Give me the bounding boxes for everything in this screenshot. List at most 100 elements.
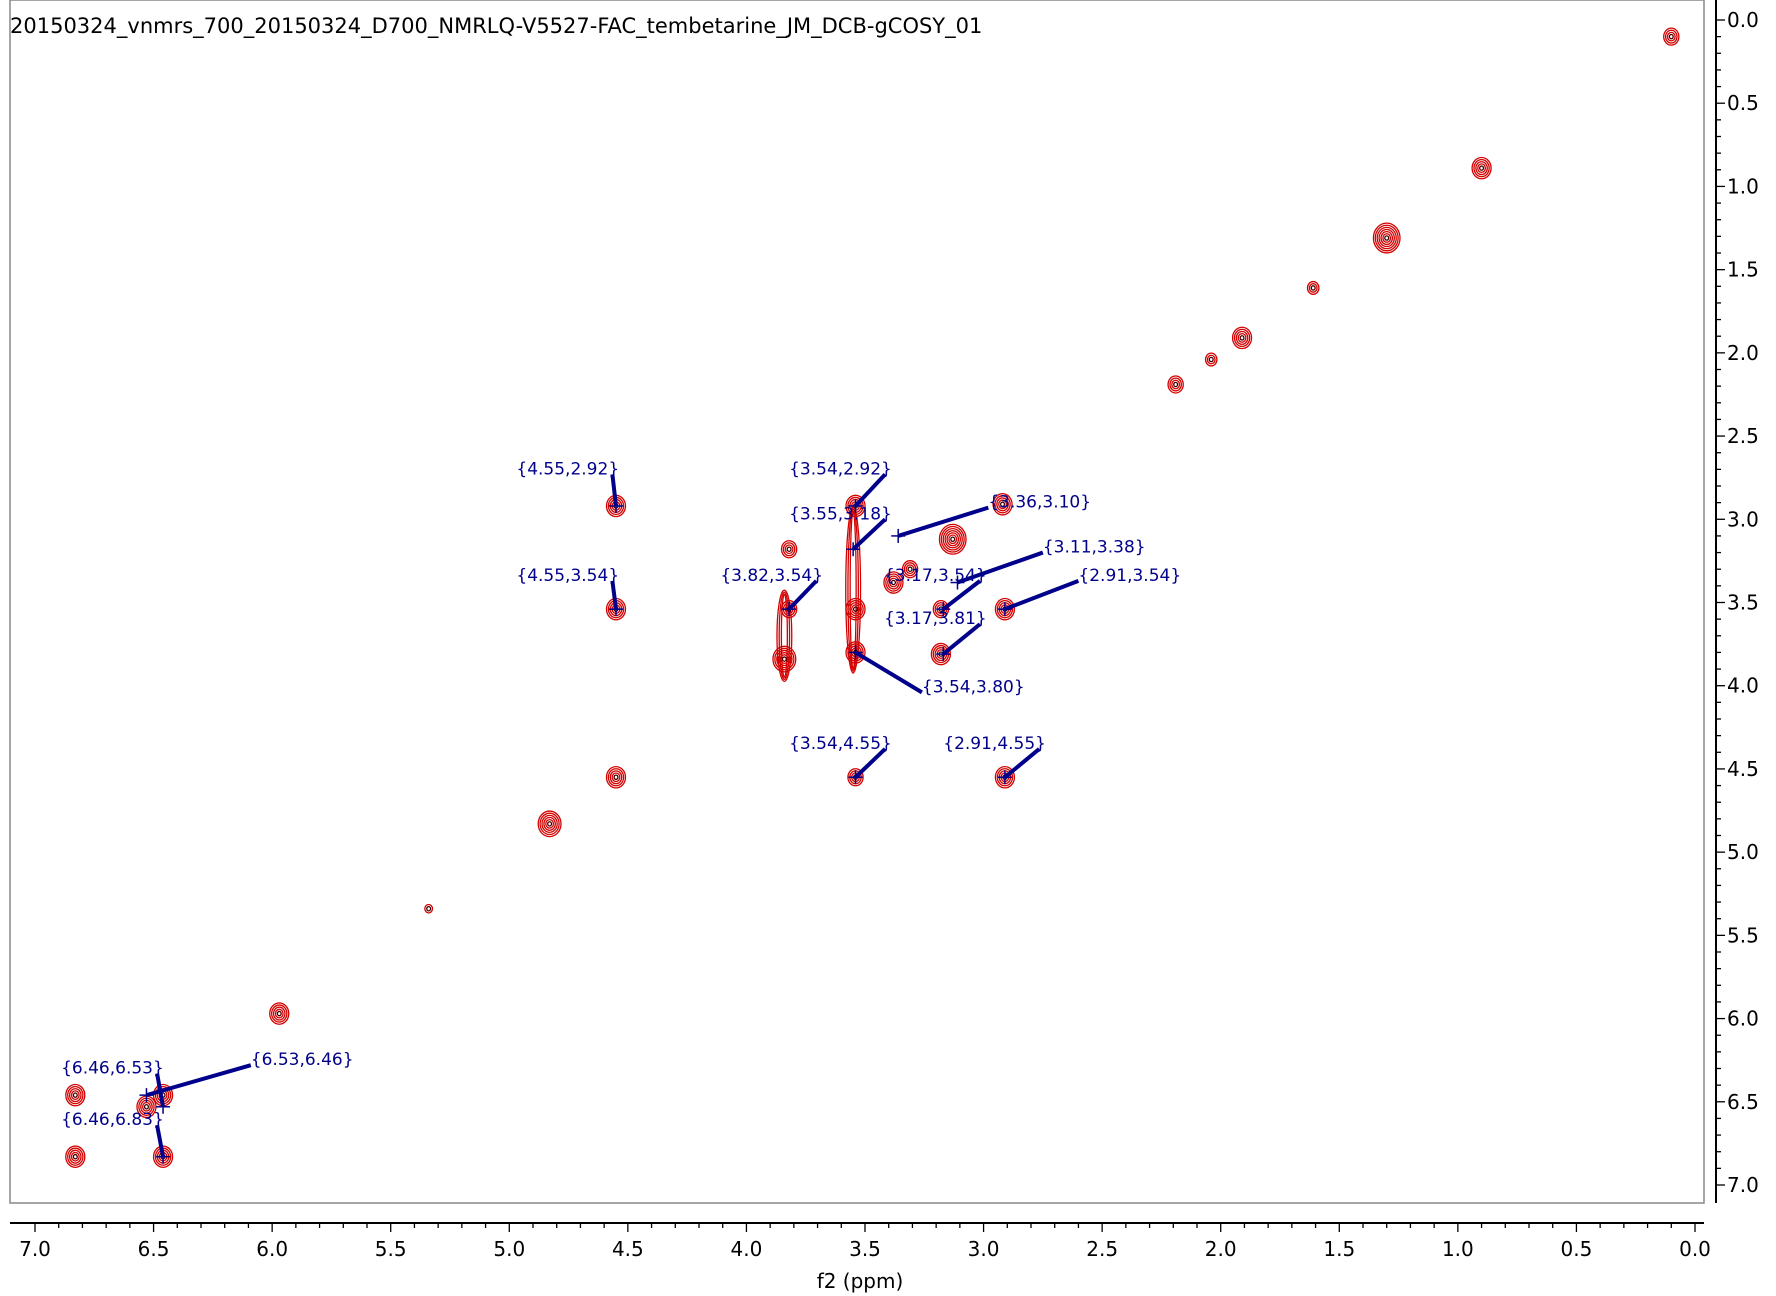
plot-frame xyxy=(9,0,1705,1204)
peak-annotation-11: {3.54,4.55} xyxy=(789,734,892,785)
peak-annotation-label: {6.53,6.46} xyxy=(251,1050,354,1070)
annotation-arrow xyxy=(956,550,1044,585)
y-tick-label: 4.0 xyxy=(1727,674,1759,698)
y-tick-label: 0.0 xyxy=(1727,8,1759,32)
peak-annotation-label: {2.91,4.55} xyxy=(943,734,1046,754)
peak-9 xyxy=(901,560,919,579)
y-tick-label: 4.5 xyxy=(1727,757,1759,781)
peak-2 xyxy=(1372,222,1401,254)
peak-annotation-label: {3.82,3.54} xyxy=(720,566,823,586)
peak-25 xyxy=(537,810,562,838)
peak-3 xyxy=(1306,280,1320,295)
y-tick-label: 6.0 xyxy=(1727,1007,1759,1031)
peak-annotation-label: {4.55,3.54} xyxy=(516,566,619,586)
spectrum-title: 20150324_vnmrs_700_20150324_D700_NMRLQ-V… xyxy=(10,14,982,39)
peak-annotation-14: {6.53,6.46} xyxy=(139,1050,354,1103)
y-tick-label: 7.0 xyxy=(1727,1173,1759,1197)
peak-15 xyxy=(780,540,798,559)
x-tick-label: 4.5 xyxy=(612,1237,644,1261)
peak-6 xyxy=(1167,375,1184,394)
y-tick-label: 3.0 xyxy=(1727,507,1759,531)
y-tick-label: 1.0 xyxy=(1727,174,1759,198)
y-axis: 0.0 0.5 1.0 1.5 2.0 2.5 3.0 3.5 4.0 4.5 5.0 5.5 6.0 6… xyxy=(1715,0,1759,1203)
x-axis: 7.0 6.5 6.0 5.5 5.0 4.5 4.0 3.5 3.0 2.5 2.0 1.5 1.0 0… xyxy=(10,1222,1711,1261)
peak-32 xyxy=(65,1145,86,1168)
x-tick-label: 2.5 xyxy=(1086,1237,1118,1261)
y-tick-label: 6.5 xyxy=(1727,1090,1759,1114)
annotations-layer: {4.55,2.92} {3.54,2.92} {3.36,3.10} {3.55,3… xyxy=(61,459,1181,1164)
peak-annotation-0: {4.55,2.92} xyxy=(516,459,623,513)
annotation-arrow xyxy=(897,505,989,538)
annotation-arrow xyxy=(854,650,923,695)
peak-annotation-9: {3.17,3.81} xyxy=(884,609,987,662)
x-tick-label: 3.0 xyxy=(968,1237,1000,1261)
x-tick-label: 4.0 xyxy=(731,1237,763,1261)
peak-24 xyxy=(605,765,627,789)
annotation-arrow xyxy=(942,579,982,611)
annotation-arrow xyxy=(145,1063,252,1098)
peak-annotation-15: {6.46,6.83} xyxy=(61,1110,171,1164)
peak-annotation-label: {3.11,3.38} xyxy=(1043,538,1146,558)
annotation-arrow xyxy=(851,517,887,551)
y-tick-label: 0.5 xyxy=(1727,91,1759,115)
x-tick-label: 1.5 xyxy=(1323,1237,1355,1261)
annotation-arrow xyxy=(787,579,818,611)
peak-12 xyxy=(845,597,866,621)
peak-annotation-2: {3.36,3.10} xyxy=(891,493,1091,543)
x-tick-label: 0.0 xyxy=(1679,1237,1711,1261)
y-tick-label: 5.0 xyxy=(1727,840,1759,864)
x-axis-label: f2 (ppm) xyxy=(817,1269,904,1293)
peak-8 xyxy=(938,523,967,555)
peak-5 xyxy=(1204,352,1218,367)
x-tick-label: 7.0 xyxy=(19,1237,51,1261)
peak-27 xyxy=(269,1002,290,1025)
annotation-arrow xyxy=(1003,747,1041,779)
peak-annotation-label: {3.17,3.54} xyxy=(884,566,987,586)
peak-annotation-7: {3.17,3.54} xyxy=(884,566,987,617)
peak-annotation-label: {6.46,6.53} xyxy=(61,1058,164,1078)
x-tick-label: 5.5 xyxy=(375,1237,407,1261)
peak-annotation-label: {3.55,3.18} xyxy=(789,504,892,524)
peak-annotation-label: {2.91,3.54} xyxy=(1078,566,1181,586)
peaks-layer xyxy=(65,27,1680,1168)
peak-annotation-1: {3.54,2.92} xyxy=(789,459,892,513)
x-tick-label: 6.5 xyxy=(138,1237,170,1261)
x-tick-label: 1.0 xyxy=(1442,1237,1474,1261)
peak-annotation-label: {3.17,3.81} xyxy=(884,609,987,629)
peak-annotation-4: {3.11,3.38} xyxy=(950,538,1146,590)
peak-1 xyxy=(1471,156,1492,180)
peak-4 xyxy=(1231,326,1253,350)
annotation-arrow xyxy=(155,1124,166,1158)
annotation-arrow xyxy=(941,622,982,656)
peak-26 xyxy=(424,903,434,914)
streak-0 xyxy=(845,506,862,674)
peak-7 xyxy=(992,493,1013,516)
annotation-arrow xyxy=(854,747,887,779)
peak-0 xyxy=(1663,27,1680,46)
x-tick-label: 2.0 xyxy=(1205,1237,1237,1261)
y-tick-label: 2.5 xyxy=(1727,424,1759,448)
y-tick-label: 5.5 xyxy=(1727,923,1759,947)
annotation-arrow xyxy=(854,472,887,508)
y-tick-label: 1.5 xyxy=(1727,258,1759,282)
x-tick-label: 6.0 xyxy=(256,1237,288,1261)
peak-annotation-10: {3.54,3.80} xyxy=(848,645,1025,697)
peak-annotation-8: {2.91,3.54} xyxy=(997,566,1181,617)
peak-annotation-label: {3.54,3.80} xyxy=(922,677,1025,697)
peak-17 xyxy=(772,645,797,673)
peak-31 xyxy=(65,1083,86,1107)
peak-annotation-6: {3.82,3.54} xyxy=(720,566,823,617)
streak-1 xyxy=(776,589,793,683)
y-tick-label: 3.5 xyxy=(1727,591,1759,615)
peak-annotation-12: {2.91,4.55} xyxy=(943,734,1046,785)
x-tick-label: 5.0 xyxy=(493,1237,525,1261)
peak-annotation-3: {3.55,3.18} xyxy=(789,504,892,557)
peak-annotation-label: {4.55,2.92} xyxy=(516,459,619,479)
peak-10 xyxy=(883,571,904,594)
peak-annotation-label: {3.54,4.55} xyxy=(789,734,892,754)
peak-annotation-label: {3.54,2.92} xyxy=(789,459,892,479)
x-tick-label: 0.5 xyxy=(1561,1237,1593,1261)
peak-annotation-label: {6.46,6.83} xyxy=(61,1110,164,1130)
y-tick-label: 2.0 xyxy=(1727,341,1759,365)
